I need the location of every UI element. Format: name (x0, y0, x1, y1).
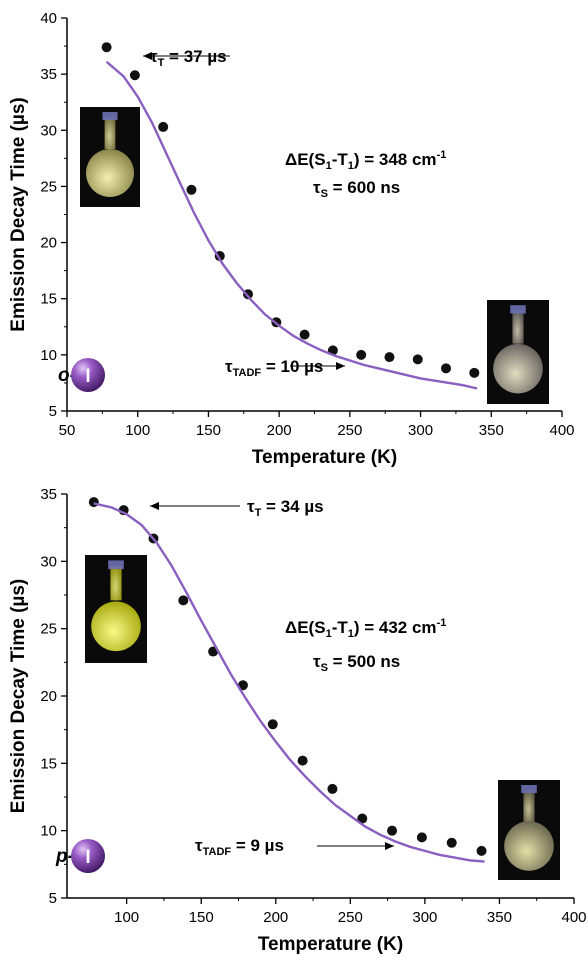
flask-neck (512, 310, 524, 344)
iodine-sphere-label: I (85, 847, 90, 868)
flask-bulb (86, 149, 134, 197)
data-point (327, 783, 338, 794)
x-tick-label: 300 (412, 909, 437, 926)
x-tick-label: 200 (267, 422, 292, 439)
x-tick-label: 400 (549, 422, 574, 439)
data-point (357, 813, 368, 824)
x-axis-label: Temperature (K) (252, 447, 397, 468)
flask-bulb (493, 343, 543, 394)
iodine-sphere-label: I (85, 366, 90, 387)
y-tick-label: 30 (40, 553, 57, 570)
x-tick-label: 100 (125, 422, 150, 439)
x-axis-label: Temperature (K) (258, 934, 403, 955)
tau-s-annotation: τS = 600 ns (313, 178, 400, 200)
y-tick-label: 25 (40, 621, 57, 638)
flask-stopper (521, 785, 537, 793)
x-tick-label: 150 (189, 909, 214, 926)
isomer-prefix-label: p- (55, 846, 74, 867)
x-tick-label: 350 (479, 422, 504, 439)
x-tick-label: 50 (59, 422, 76, 439)
y-tick-label: 20 (40, 688, 57, 705)
y-tick-label: 35 (40, 486, 57, 503)
data-point (446, 837, 457, 848)
y-axis-label: Emission Decay Time (µs) (8, 579, 29, 813)
data-point (356, 349, 367, 360)
iodine-sphere-icon (71, 358, 105, 392)
y-tick-label: 25 (40, 178, 57, 195)
flask-photo-cold (80, 107, 140, 207)
data-point (267, 719, 278, 730)
flask-photo-warm (487, 300, 549, 404)
data-point (387, 825, 398, 836)
x-tick-label: 250 (337, 422, 362, 439)
arrow-head (385, 842, 394, 850)
tau-tadf-annotation: τTADF = 10 µs (225, 357, 323, 379)
y-tick-label: 40 (40, 10, 57, 27)
data-point (441, 363, 452, 374)
data-point (299, 329, 310, 340)
delta-e-annotation: ΔE(S1-T1) = 348 cm-1 (285, 149, 446, 172)
fit-curve (93, 502, 485, 863)
y-tick-label: 5 (49, 890, 57, 907)
y-tick-label: 20 (40, 235, 57, 252)
flask-neck (110, 565, 122, 601)
x-tick-label: 100 (114, 909, 139, 926)
isomer-prefix-label: o- (58, 365, 76, 386)
data-point (129, 70, 140, 81)
arrow-head (143, 52, 152, 60)
data-point (416, 832, 427, 843)
data-point (101, 42, 112, 53)
x-tick-label: 200 (263, 909, 288, 926)
arrow-head (150, 502, 159, 510)
chart-panel-top: 50 100 150 200 250 300 350 400 5 10 15 20 25 30 35 40 Te… (8, 10, 575, 468)
data-point (469, 367, 480, 378)
flask-stopper (108, 560, 124, 570)
data-point (88, 497, 99, 508)
y-axis-label: Emission Decay Time (µs) (8, 97, 29, 331)
flask-bulb (504, 821, 554, 871)
data-point (384, 352, 395, 363)
tau-s-annotation: τS = 500 ns (313, 652, 400, 674)
y-tick-label: 5 (49, 403, 57, 420)
x-tick-label: 300 (408, 422, 433, 439)
data-point (297, 755, 308, 766)
tau-tadf-arrow (317, 842, 394, 850)
x-tick-label: 250 (338, 909, 363, 926)
y-tick-label: 10 (40, 823, 57, 840)
y-tick-label: 35 (40, 66, 57, 83)
flask-neck (523, 790, 535, 822)
y-tick-label: 30 (40, 122, 57, 139)
data-point (186, 184, 197, 195)
flask-photo-warm (498, 780, 560, 880)
flask-stopper (102, 112, 118, 120)
data-point (178, 595, 189, 606)
flask-stopper (510, 305, 526, 314)
data-point (412, 354, 423, 365)
flask-photo-cold (85, 555, 147, 663)
data-point (158, 121, 169, 132)
y-tick-label: 15 (40, 755, 57, 772)
data-point (476, 845, 487, 856)
x-tick-label: 400 (561, 909, 586, 926)
tau-tadf-annotation: τTADF = 9 µs (195, 836, 284, 858)
tau-tadf-arrow (290, 362, 345, 370)
fit-curve (105, 60, 478, 390)
delta-e-annotation: ΔE(S1-T1) = 432 cm-1 (285, 617, 446, 640)
flask-neck (104, 117, 116, 149)
chart-panel-bottom: 100 150 200 250 300 350 400 5 10 15 20 25 30 35 Temper… (8, 486, 587, 955)
iodine-sphere-icon (71, 839, 105, 873)
flask-bulb (91, 601, 141, 652)
y-tick-label: 15 (40, 291, 57, 308)
y-tick-label: 10 (40, 347, 57, 364)
arrow-head (336, 362, 345, 370)
tau-t-annotation: τT = 37 µs (150, 47, 227, 69)
x-tick-label: 350 (487, 909, 512, 926)
tau-t-annotation: τT = 34 µs (247, 497, 324, 519)
tau-t-arrow (150, 502, 240, 510)
x-tick-label: 150 (196, 422, 221, 439)
tau-t-arrow (143, 52, 230, 60)
